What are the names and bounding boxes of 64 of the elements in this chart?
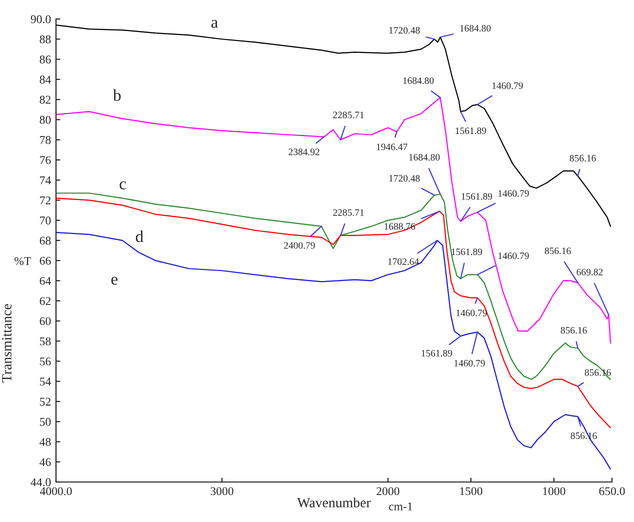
y-tick-label: 50 — [40, 418, 51, 426]
y-axis-title: Transmittance — [2, 304, 12, 382]
y-tick-label: 56 — [40, 357, 51, 366]
y-tick-label: 66 — [40, 256, 51, 265]
annotation: 856.16 — [560, 327, 587, 334]
annotation: 1561.89 — [456, 127, 486, 134]
annotation: 1684.80 — [409, 154, 440, 161]
annotation: d — [136, 230, 144, 242]
annotation: 1561.89 — [462, 193, 492, 200]
annotation: c — [120, 181, 126, 190]
y-tick-label: 74 — [40, 176, 51, 184]
annotation: 1561.89 — [452, 248, 482, 256]
x-tick-label: 4000.0 — [40, 487, 72, 496]
y-tick-label: 84 — [40, 76, 51, 84]
y-tick-label: 64 — [40, 276, 51, 285]
y-tick-label: 62 — [40, 297, 50, 306]
y-tick-label: 68 — [40, 236, 51, 245]
y-tick-label: 70 — [40, 216, 51, 225]
annotation: e — [111, 276, 118, 285]
y-tick-label: 78 — [40, 136, 51, 144]
annotation: 1684.80 — [403, 77, 434, 84]
annotation: 2285.71 — [333, 209, 364, 216]
y-tick-label: 60 — [40, 317, 51, 326]
y-tick-label: 86 — [40, 56, 51, 64]
y-tick-label: 76 — [40, 156, 51, 164]
annotation: 1460.79 — [456, 310, 487, 316]
y-tick-label: 80 — [40, 116, 51, 124]
annotation: 1460.79 — [492, 82, 523, 90]
y-tick-label: 46 — [40, 458, 51, 466]
annotation: 1720.48 — [389, 27, 420, 34]
annotation: b — [112, 89, 121, 101]
annotation: 856.16 — [570, 154, 596, 162]
y-tick-label: 90.0 — [30, 15, 51, 24]
y-tick-label: 58 — [40, 337, 51, 346]
x-tick-label: 3000 — [210, 487, 234, 496]
annotation: 1561.89 — [422, 350, 452, 357]
y-tick-label: 54 — [40, 378, 51, 386]
annotation: 1460.79 — [454, 360, 485, 367]
y-tick-label: 72 — [40, 196, 50, 204]
y-tick-label: 88 — [40, 35, 51, 44]
line-series — [56, 232, 611, 470]
annotation: 1720.48 — [389, 175, 420, 182]
annotation: a — [211, 20, 218, 28]
x-axis-title: Wavenumber — [297, 498, 371, 508]
text: cm-1 — [389, 502, 412, 510]
annotation: 1684.80 — [460, 24, 491, 32]
annotation: 2384.92 — [288, 148, 320, 156]
y-tick-label: 44.0 — [30, 478, 51, 486]
annotation: 2285.71 — [333, 112, 364, 118]
y-tick-label: 48 — [40, 438, 51, 446]
annotation: 669.82 — [576, 268, 603, 276]
annotation: 856.16 — [544, 248, 571, 254]
y-tick-label: 52 — [40, 398, 50, 406]
annotation: 2400.79 — [284, 242, 315, 249]
x-tick-label: 1000 — [543, 487, 566, 496]
y-tick-label: 82 — [40, 96, 50, 104]
x-tick-label: 2000 — [376, 487, 400, 496]
text: %T — [14, 257, 31, 266]
x-tick-label: 1500 — [460, 487, 482, 496]
annotation: 1946.47 — [376, 144, 408, 150]
annotation: 1460.79 — [498, 252, 529, 260]
annotation: 1460.79 — [498, 190, 529, 197]
annotation: 1702.64 — [388, 258, 419, 265]
x-tick-label: 650.0 — [599, 487, 625, 496]
